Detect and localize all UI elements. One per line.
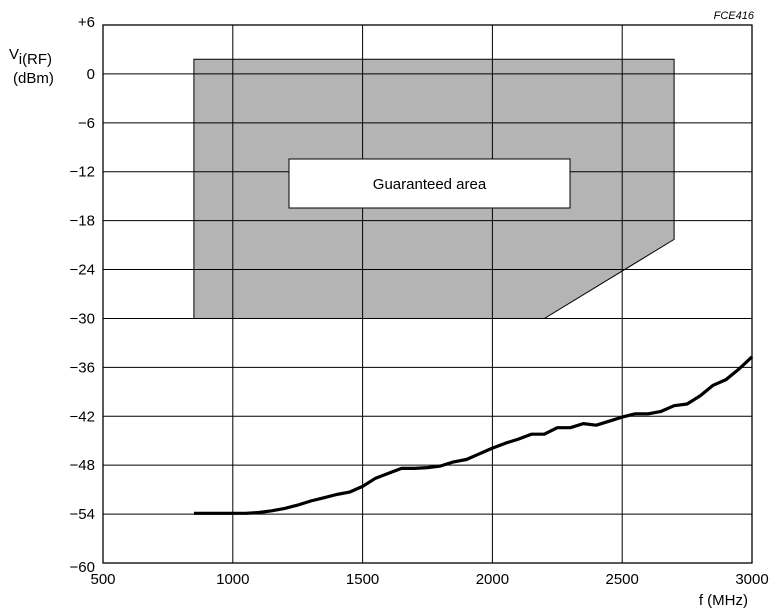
x-axis-label: f (MHz) (699, 592, 748, 609)
svg-text:Vi(RF): Vi(RF) (9, 46, 52, 68)
x-tick-label-2500: 2500 (606, 571, 639, 588)
y-axis-label: Vi(RF) (dBm) (9, 46, 54, 87)
figure-code: FCE416 (714, 10, 755, 22)
y-tick-label-2: −6 (78, 115, 95, 132)
y-axis-label-symbol: V (9, 46, 19, 63)
series-layer (193, 355, 754, 515)
guaranteed-area-label-background (288, 158, 571, 209)
grid (102, 24, 753, 564)
y-tick-label-3: −12 (70, 164, 95, 181)
plot-frame (102, 24, 753, 564)
x-tick-label-3000: 3000 (735, 571, 768, 588)
y-tick-label-0: +6 (78, 14, 95, 31)
y-tick-labels: +6 0 −6 −12 −18 −24 −30 −36 −42 −48 −54 −60 (70, 14, 95, 576)
x-tick-label-1500: 1500 (346, 571, 379, 588)
guaranteed-area-label: Guaranteed area (373, 176, 487, 193)
y-tick-label-1: 0 (87, 66, 95, 83)
y-tick-label-6: −30 (70, 310, 95, 327)
y-tick-label-5: −24 (70, 262, 95, 279)
y-tick-label-11: −60 (70, 559, 95, 576)
y-axis-label-subscript: i(RF) (19, 51, 52, 68)
x-tick-label-500: 500 (90, 571, 115, 588)
y-axis-label-unit: (dBm) (13, 70, 54, 87)
y-tick-label-7: −36 (70, 359, 95, 376)
x-tick-labels: 500 1000 1500 2000 2500 3000 (90, 571, 768, 588)
y-tick-label-8: −42 (70, 408, 95, 425)
guaranteed-area-label-box: Guaranteed area (288, 158, 571, 209)
y-tick-label-10: −54 (70, 506, 95, 523)
x-tick-label-1000: 1000 (216, 571, 249, 588)
y-tick-label-4: −18 (70, 213, 95, 230)
series-line-0 (193, 355, 754, 515)
x-tick-label-2000: 2000 (476, 571, 509, 588)
y-tick-label-9: −48 (70, 457, 95, 474)
